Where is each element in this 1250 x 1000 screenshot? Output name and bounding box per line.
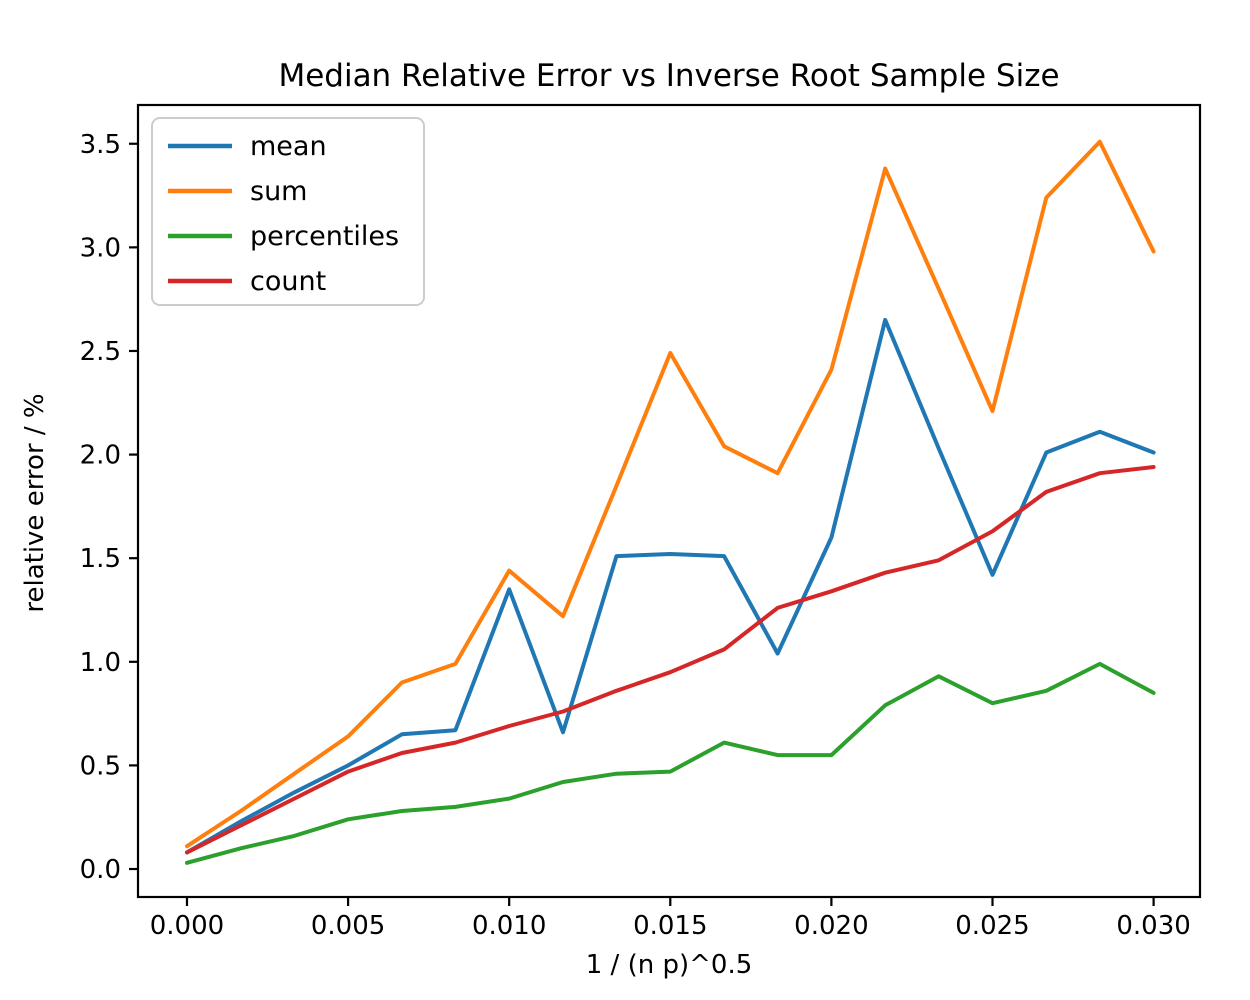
legend-label-percentiles: percentiles <box>250 221 399 252</box>
chart-title: Median Relative Error vs Inverse Root Sa… <box>278 58 1060 94</box>
series-line-sum <box>185 139 1156 849</box>
y-tick-label: 3.0 <box>80 233 121 263</box>
y-axis-label: relative error / % <box>20 393 50 613</box>
y-tick-label: 1.0 <box>80 648 121 678</box>
plot-frame <box>136 103 1202 899</box>
x-tick-label: 0.005 <box>311 911 385 941</box>
series-line-percentiles <box>185 661 1156 865</box>
x-axis-label: 1 / (n p)^0.5 <box>585 950 753 980</box>
y-tick-label: 2.0 <box>80 441 121 471</box>
y-tick-label: 1.5 <box>80 544 121 574</box>
x-tick-label: 0.015 <box>633 911 707 941</box>
legend-box <box>151 117 425 306</box>
x-tick-label: 0.025 <box>955 911 1029 941</box>
y-tick-label: 2.5 <box>80 337 121 367</box>
x-tick-label: 0.020 <box>794 911 868 941</box>
series-line-count <box>185 465 1156 855</box>
legend-label-count: count <box>250 266 326 297</box>
legend-label-mean: mean <box>250 131 327 162</box>
legend-label-sum: sum <box>250 176 307 207</box>
x-tick-label: 0.000 <box>150 911 224 941</box>
x-tick-label: 0.010 <box>472 911 546 941</box>
y-tick-label: 0.0 <box>80 855 121 885</box>
y-tick-label: 0.5 <box>80 751 121 781</box>
x-tick-label: 0.030 <box>1116 911 1190 941</box>
y-tick-label: 3.5 <box>80 130 121 160</box>
series-line-mean <box>185 317 1156 855</box>
